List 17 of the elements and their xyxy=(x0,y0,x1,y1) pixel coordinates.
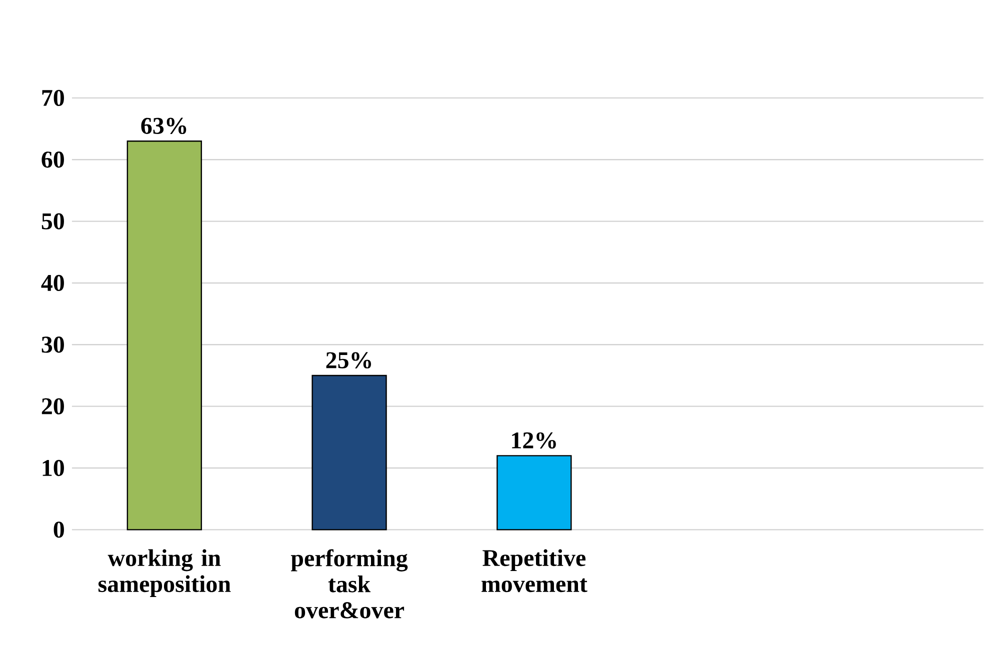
y-tick-label: 60 xyxy=(42,152,64,168)
y-tick-label: 70 xyxy=(42,90,64,106)
y-tick-label: 20 xyxy=(42,398,64,415)
y-tick-label: 10 xyxy=(42,460,64,476)
x-tick-label: Repetitive movement xyxy=(482,549,588,592)
y-tick-label: 30 xyxy=(42,336,64,353)
bar xyxy=(496,455,572,530)
y-tick-label: 0 xyxy=(54,522,64,538)
bar xyxy=(312,375,387,530)
bar xyxy=(126,140,202,530)
x-tick-label: performing task over&over xyxy=(290,549,408,619)
y-tick-label: 50 xyxy=(42,213,64,230)
y-tick-label: 40 xyxy=(41,275,64,292)
data-label: 12% xyxy=(512,432,556,449)
data-label: 25% xyxy=(326,352,372,369)
x-tick-label: working in sameposition xyxy=(98,549,231,598)
data-label: 63% xyxy=(141,118,186,134)
